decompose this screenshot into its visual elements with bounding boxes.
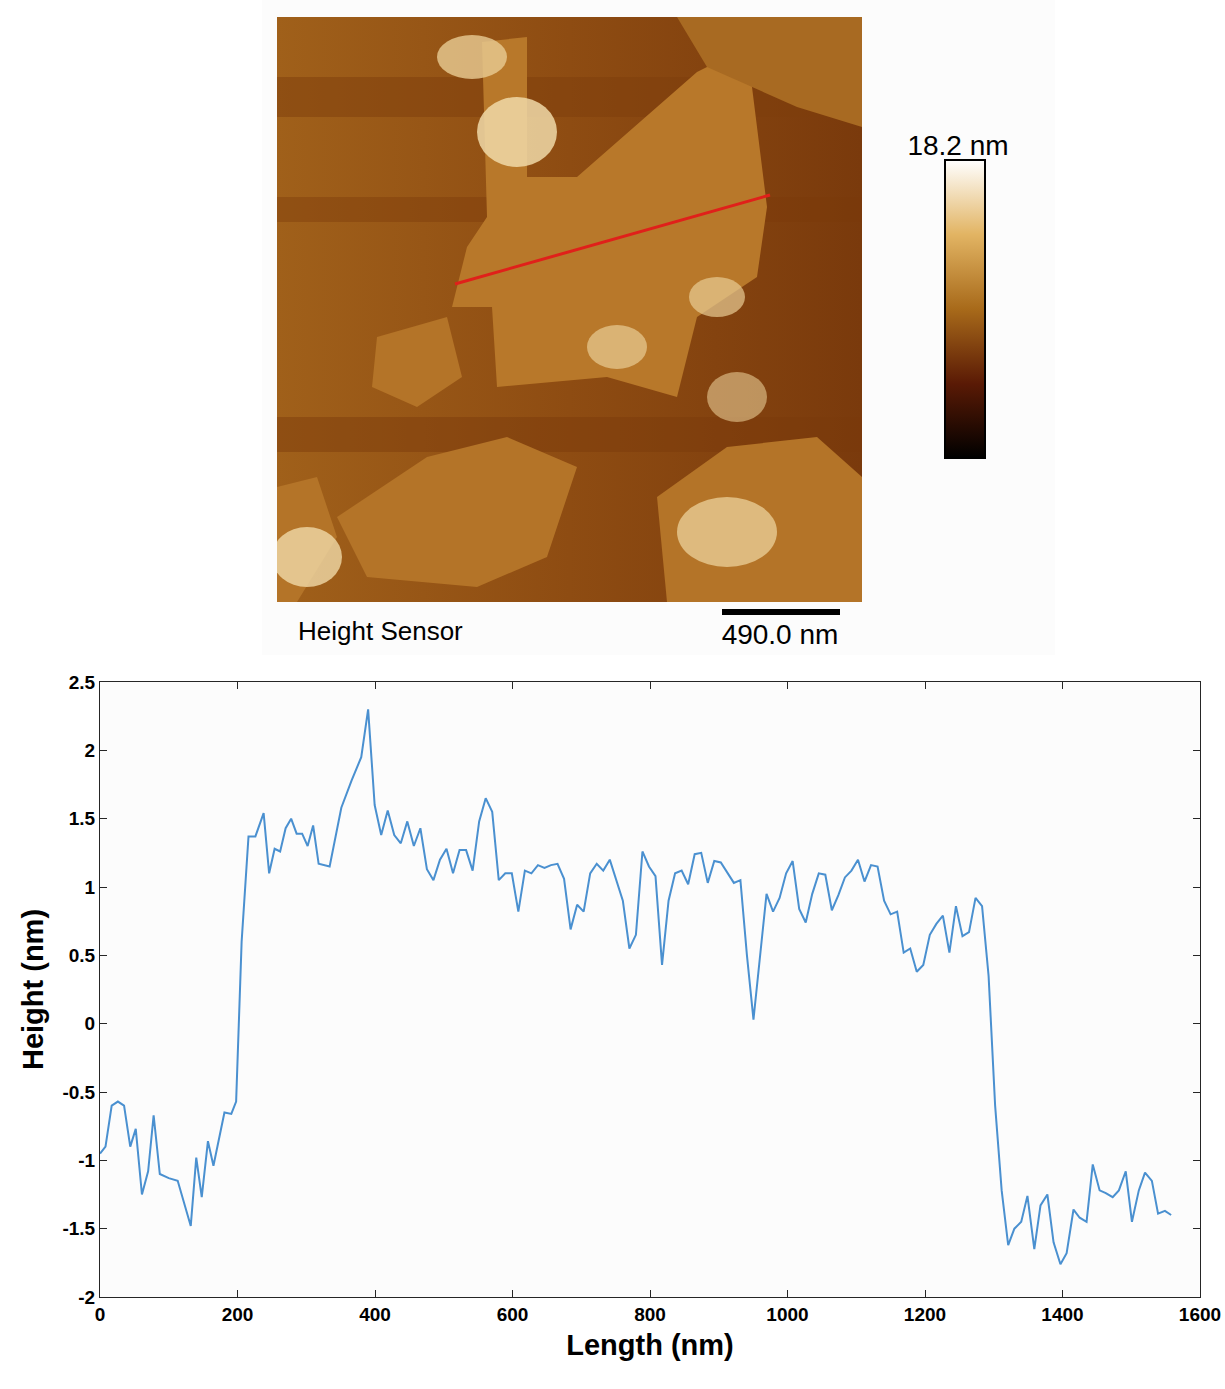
svg-text:1600: 1600 (1179, 1304, 1221, 1325)
svg-text:200: 200 (222, 1304, 254, 1325)
svg-text:800: 800 (634, 1304, 666, 1325)
svg-text:0: 0 (95, 1304, 106, 1325)
svg-text:1.5: 1.5 (69, 808, 96, 829)
svg-text:2: 2 (85, 740, 96, 761)
svg-text:Length (nm): Length (nm) (566, 1329, 734, 1361)
svg-text:1400: 1400 (1041, 1304, 1083, 1325)
svg-text:-1.5: -1.5 (62, 1218, 95, 1239)
svg-text:600: 600 (497, 1304, 529, 1325)
svg-text:Height (nm): Height (nm) (17, 909, 49, 1070)
svg-text:1200: 1200 (904, 1304, 946, 1325)
svg-text:-2: -2 (78, 1287, 95, 1308)
svg-text:1: 1 (85, 877, 96, 898)
svg-text:490.0 nm: 490.0 nm (722, 619, 839, 650)
svg-text:400: 400 (359, 1304, 391, 1325)
svg-text:0.5: 0.5 (69, 945, 96, 966)
svg-text:2.5: 2.5 (69, 672, 96, 693)
svg-text:0: 0 (85, 1013, 96, 1034)
svg-text:18.2 nm: 18.2 nm (907, 130, 1008, 161)
svg-text:1000: 1000 (766, 1304, 808, 1325)
svg-text:-1: -1 (78, 1150, 95, 1171)
svg-text:Height Sensor: Height Sensor (298, 616, 463, 646)
svg-text:-0.5: -0.5 (62, 1082, 95, 1103)
